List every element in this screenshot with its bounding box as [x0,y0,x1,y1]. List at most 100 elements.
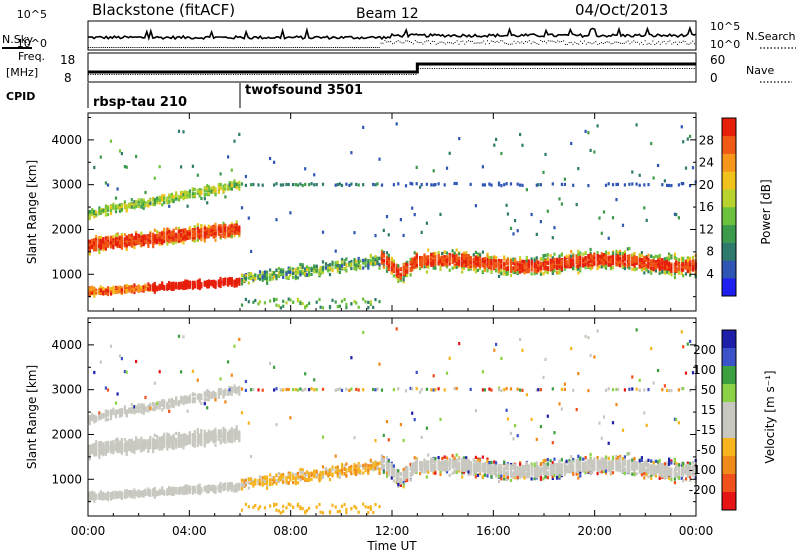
power-cell [244,274,247,278]
nsearch-point [262,47,264,48]
power-cell [415,257,418,261]
power-cell [188,228,191,232]
power-cell [98,211,101,215]
nsearch-point [496,40,498,42]
power-cell [537,268,540,272]
power-cell [135,240,138,244]
power-cell [233,282,236,287]
power-cell [172,232,175,236]
power-cell [227,278,230,282]
power-cell [600,231,603,235]
power-cell [184,228,187,232]
power-cell [137,284,140,288]
nave-point [258,74,260,75]
power-cell [168,193,171,197]
power-cell [271,272,274,276]
power-cell [214,188,217,192]
nave-point [424,68,426,69]
power-cell [233,234,236,238]
nsearch-point [587,41,589,43]
power-cell [188,281,191,285]
power-cell [663,265,666,269]
nsearch-point [658,41,659,43]
nave-point [466,68,468,69]
power-cell [563,177,566,181]
power-cell [250,183,253,187]
power-cell [395,265,398,269]
nsearch-point [523,42,525,44]
power-cell [397,269,400,273]
power-cell [631,182,634,186]
power-cell [224,223,227,228]
nave-point [211,74,213,75]
power-cell [166,227,169,231]
power-cell [193,227,196,231]
nave-point [256,74,258,75]
power-cell [240,278,244,282]
nsearch-point [477,42,479,44]
nave-point [261,74,262,75]
power-cell [505,262,508,266]
power-cell [402,274,405,278]
nsearch-point [376,47,378,48]
power-cell [539,261,542,265]
power-cell [367,258,370,263]
power-cell [539,265,542,269]
nsearch-point [416,41,418,43]
power-cell [519,270,522,274]
power-cell [483,183,486,187]
nave-trace [88,68,695,75]
power-cell [385,261,389,265]
nsearch-point [230,47,232,48]
power-cell [584,260,587,264]
power-cell [399,218,402,222]
nave-point [242,74,244,75]
power-cell [137,202,140,207]
nsearch-point [564,44,566,45]
power-cell [488,259,491,263]
power-cell [296,183,299,187]
frequency-trace [88,62,696,74]
power-cell [266,273,269,277]
nsearch-point [593,42,595,44]
power-cell [530,257,533,261]
power-cell [125,165,128,169]
power-cell [261,271,264,275]
power-cell [287,266,290,270]
power-cell [609,258,613,262]
power-cell [509,269,513,273]
nsearch-point [680,42,682,43]
power-cell [390,260,393,264]
nave-point [328,74,330,75]
power-cell [397,266,400,271]
power-cell [455,257,458,261]
power-cell [563,264,566,268]
nsearch-point [143,47,145,48]
power-cell [188,284,191,288]
nave-point [209,74,211,75]
power-cell [380,254,384,258]
nsearch-point [441,41,443,43]
power-cell [663,270,666,274]
nsearch-point [509,43,511,45]
power-cell [184,195,187,199]
power-cell [350,262,353,266]
nave-point [151,74,153,75]
nave-point [660,68,662,69]
nave-point [226,74,227,75]
power-cell [227,184,230,189]
power-cell [203,224,206,228]
power-cell [240,282,244,286]
power-cell [250,249,253,254]
power-cell [191,187,194,191]
power-cell [462,263,465,267]
nave-point [335,74,337,75]
power-cell [289,273,292,277]
nave-point [92,74,94,75]
nave-point [352,74,354,75]
power-cell [137,234,140,238]
nave-point [450,68,452,69]
power-cell [387,259,390,263]
power-cell [315,269,318,273]
nsearch-point [129,47,131,48]
